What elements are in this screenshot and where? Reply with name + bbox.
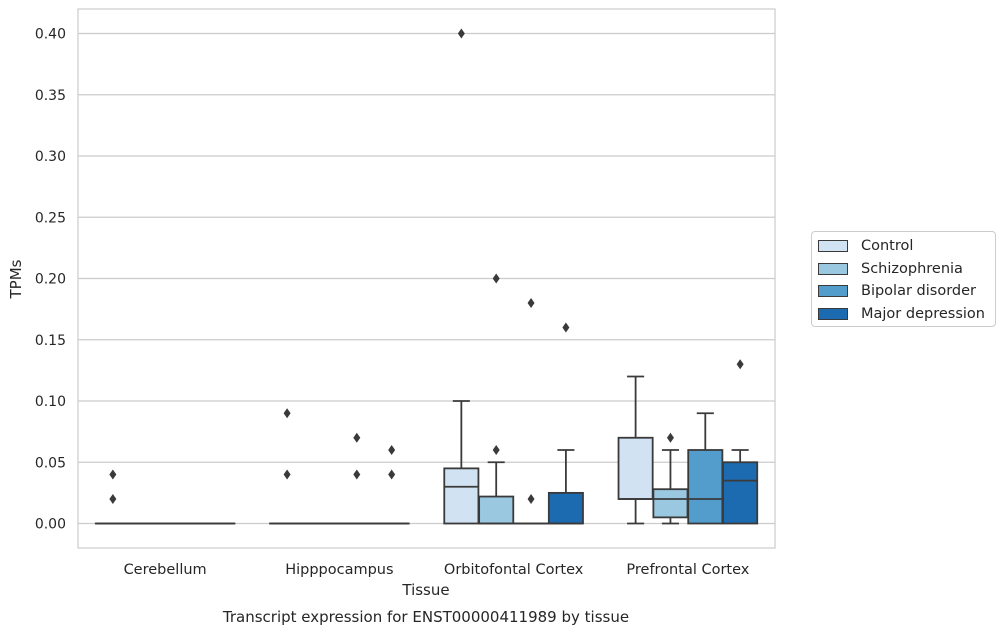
outlier-point [388, 469, 396, 480]
outlier-point [283, 469, 291, 480]
outlier-point [457, 28, 465, 39]
outlier-point [109, 469, 117, 480]
box-body [722, 461, 759, 525]
outlier-point [736, 359, 744, 370]
plot-frame [77, 8, 776, 549]
outlier-point [283, 408, 291, 419]
y-tick-label: 0.05 [35, 455, 66, 471]
outlier-point [109, 494, 117, 504]
box-1-0 [269, 408, 306, 525]
grid-lines [78, 32, 775, 525]
x-tick-labels: Cerebellum Hipppocampus Orbitofontal Corte… [124, 562, 750, 578]
box-body [547, 491, 584, 525]
x-tick-label: Orbitofontal Cortex [444, 562, 584, 578]
y-tick-label: 0.35 [35, 88, 66, 104]
x-axis-label: Tissue [401, 581, 449, 599]
legend-label-major-depression: Major depression [861, 306, 985, 322]
outlier-point [666, 432, 674, 443]
y-tick-label: 0.15 [35, 333, 66, 349]
outlier-point [492, 445, 500, 455]
box-3-2 [687, 412, 724, 525]
legend-label-schizophrenia: Schizophrenia [861, 261, 963, 277]
legend-swatch-bipolar-disorder [818, 285, 848, 297]
box-2-1 [478, 273, 515, 525]
legend-label-bipolar-disorder: Bipolar disorder [861, 283, 976, 299]
box-3-3 [722, 359, 759, 525]
box-0-0 [94, 469, 131, 525]
outlier-point [527, 298, 535, 308]
chart-title: Transcript expression for ENST0000041198… [222, 608, 629, 626]
legend: Control Schizophrenia Bipolar disorder M… [811, 231, 996, 327]
y-tick-label: 0.20 [35, 272, 66, 288]
legend-item-control: Control [818, 236, 913, 256]
box-3-0 [617, 375, 654, 525]
box-body [443, 467, 480, 525]
box-2-3 [547, 322, 584, 525]
outlier-point [353, 432, 361, 443]
box-2-0 [443, 28, 480, 525]
legend-swatch-major-depression [818, 308, 848, 320]
y-tick-label: 0.00 [35, 517, 66, 533]
legend-label-control: Control [861, 238, 914, 254]
y-axis-label: TPMs [7, 259, 25, 299]
box-2-2 [513, 298, 550, 525]
box-body [687, 449, 724, 525]
legend-item-schizophrenia: Schizophrenia [818, 259, 963, 279]
outlier-point [353, 469, 361, 480]
outlier-point [562, 322, 570, 333]
y-tick-label: 0.30 [35, 149, 66, 165]
legend-swatch-control [818, 240, 848, 252]
legend-swatch-schizophrenia [818, 263, 848, 275]
box-3-1 [652, 432, 689, 525]
outlier-point [527, 494, 535, 504]
box-body [478, 495, 515, 525]
boxes [94, 28, 759, 525]
outlier-point [492, 273, 500, 284]
x-tick-label: Prefrontal Cortex [626, 562, 749, 578]
y-tick-label: 0.10 [35, 394, 66, 410]
box-body [617, 436, 654, 500]
x-tick-label: Hipppocampus [285, 562, 393, 578]
y-tick-label: 0.25 [35, 210, 66, 226]
x-tick-label: Cerebellum [124, 562, 207, 578]
outlier-point [388, 445, 396, 455]
y-tick-label: 0.40 [35, 27, 66, 43]
legend-item-bipolar-disorder: Bipolar disorder [818, 281, 976, 301]
box-1-2 [338, 432, 375, 525]
y-tick-labels: 0.00 0.05 0.10 0.15 0.20 0.25 0.30 0.35 0.40 [35, 27, 66, 533]
legend-item-major-depression: Major depression [818, 304, 985, 324]
box-body [652, 488, 689, 519]
box-1-3 [373, 445, 410, 525]
